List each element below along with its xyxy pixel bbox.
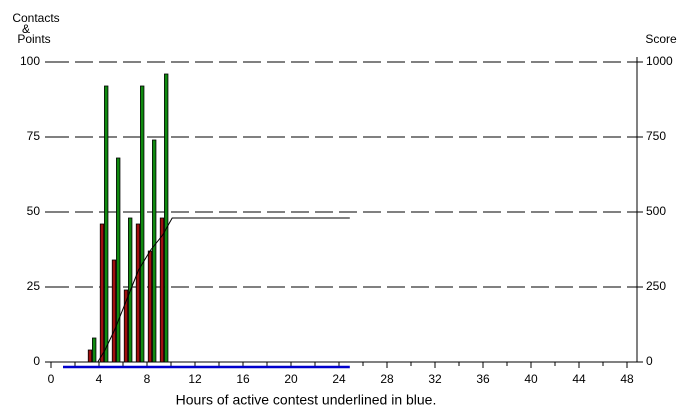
x-tick-label: 0 [48,372,55,386]
bar [116,157,121,363]
bar [159,217,165,363]
x-label: Hours of active contest underlined in bl… [176,392,437,408]
x-tick-label: 16 [236,372,250,386]
y-label: & [22,22,30,36]
x-tick-label: 24 [332,372,346,386]
y-tick-label: 25 [27,279,41,293]
x-tick-label: 20 [284,372,298,386]
x-tick-label: 48 [620,372,634,386]
y2-tick-label: 1000 [646,54,673,68]
bar [147,250,153,363]
bar [123,289,129,363]
y2-label: Score [645,32,677,46]
x-tick-label: 8 [144,372,151,386]
y2-tick-label: 0 [646,354,653,368]
y2-tick-label: 250 [646,279,666,293]
x-tick-label: 36 [476,372,490,386]
bar [135,223,141,363]
bar [164,73,169,363]
x-tick-label: 28 [380,372,394,386]
x-tick-label: 32 [428,372,442,386]
y-tick-label: 100 [20,54,40,68]
y-label: Contacts [12,11,59,25]
bar [140,85,145,363]
x-tick-label: 40 [524,372,538,386]
x-tick-label: 4 [96,372,103,386]
bar [87,349,93,363]
score-line [97,217,350,363]
bar [152,139,157,363]
y-tick-label: 50 [27,204,41,218]
bar [92,337,97,363]
y-label: Points [17,32,50,46]
x-tick-label: 44 [572,372,586,386]
y2-tick-label: 500 [646,204,666,218]
y2-tick-label: 750 [646,129,666,143]
y-tick-label: 0 [33,354,40,368]
y-tick-label: 75 [27,129,41,143]
bar [99,223,105,363]
bar [104,85,109,363]
x-tick-label: 12 [188,372,202,386]
bar [111,259,117,363]
